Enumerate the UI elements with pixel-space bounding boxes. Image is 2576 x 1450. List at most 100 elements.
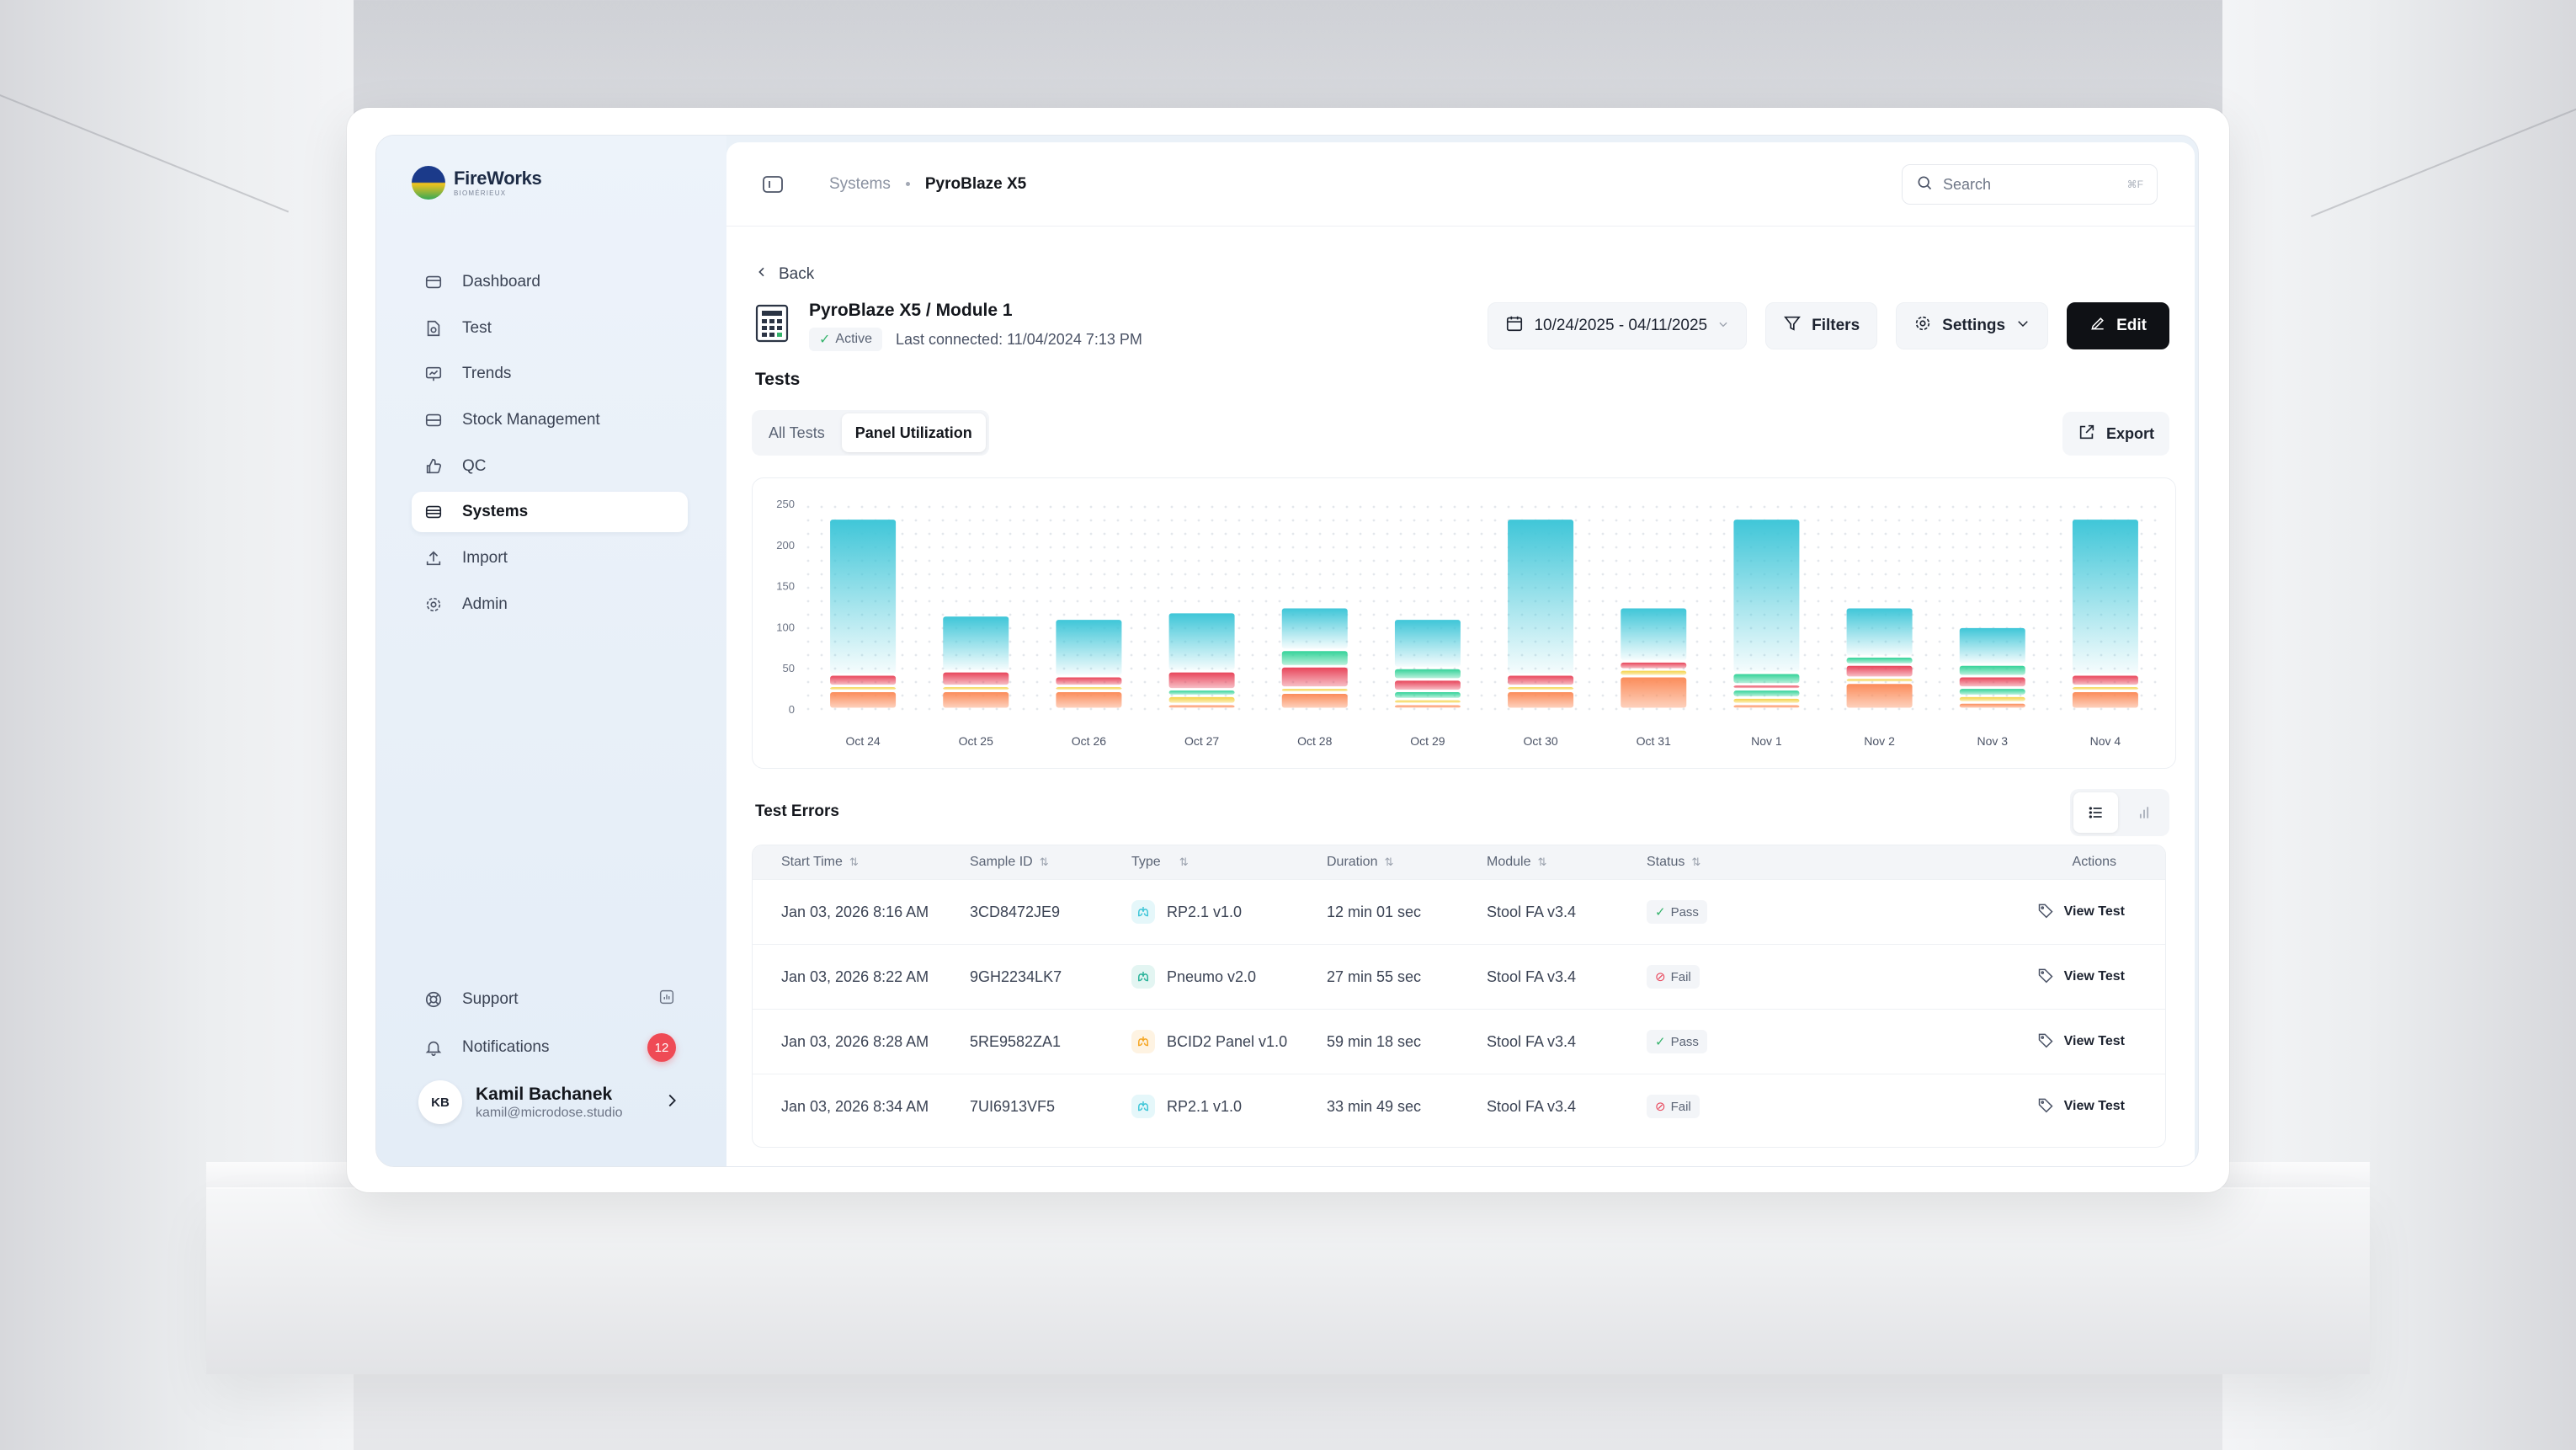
tab-panel-utilization[interactable]: Panel Utilization — [841, 413, 986, 452]
bar-segment[interactable] — [1733, 685, 1800, 689]
view-test-button[interactable]: View Test — [1815, 1032, 2165, 1053]
column-sample-id[interactable]: Sample ID ⇅ — [970, 855, 1131, 870]
bar-segment[interactable] — [1168, 705, 1235, 708]
sidebar-item-test[interactable]: Test — [412, 308, 688, 349]
list-view-icon[interactable] — [2073, 792, 2118, 833]
bar-segment[interactable] — [1394, 692, 1461, 698]
bar-segment[interactable] — [2072, 520, 2138, 674]
module-grid-icon — [755, 304, 789, 344]
chevron-right-icon[interactable] — [663, 1091, 681, 1114]
bar-segment[interactable] — [1733, 690, 1800, 696]
cell-sample-id: 5RE9582ZA1 — [970, 1032, 1062, 1050]
bar-segment[interactable] — [1508, 520, 1574, 674]
bar-segment[interactable] — [2072, 692, 2138, 708]
column-start-time[interactable]: Start Time ⇅ — [753, 855, 970, 870]
bar-segment[interactable] — [1621, 662, 1687, 669]
bar-segment[interactable] — [1281, 693, 1348, 708]
breadcrumb-parent[interactable]: Systems — [829, 174, 891, 193]
brand[interactable]: FireWorks BIOMÉRIEUX — [412, 166, 542, 200]
view-test-button[interactable]: View Test — [1815, 967, 2165, 988]
sidebar-item-qc[interactable]: QC — [412, 446, 688, 487]
bar-segment[interactable] — [943, 687, 1009, 690]
sidebar-item-systems[interactable]: Systems — [412, 492, 688, 533]
bar-segment[interactable] — [1959, 627, 2025, 664]
sidebar-toggle-icon[interactable] — [760, 172, 785, 197]
table-row[interactable]: Jan 03, 2026 8:28 AM 5RE9582ZA1 BCID2 Pane… — [753, 1009, 2165, 1074]
sidebar-item-notifications[interactable]: Notifications 12 — [412, 1026, 688, 1069]
table-row[interactable]: Jan 03, 2026 8:16 AM 3CD8472JE9 RP2.1 v1.0… — [753, 879, 2165, 944]
bar-segment[interactable] — [1056, 692, 1122, 708]
bar-segment[interactable] — [1056, 687, 1122, 690]
bar-segment[interactable] — [1056, 677, 1122, 685]
bar-segment[interactable] — [1394, 705, 1461, 708]
bar-segment[interactable] — [1621, 608, 1687, 660]
bar-segment[interactable] — [1959, 677, 2025, 687]
tab-all-tests[interactable]: All Tests — [769, 424, 825, 441]
user-profile[interactable]: KB Kamil Bachanek kamil@microdose.studio — [412, 1075, 688, 1129]
bar-segment[interactable] — [1959, 689, 2025, 695]
bar-segment[interactable] — [1394, 620, 1461, 667]
bar-segment[interactable] — [1959, 703, 2025, 708]
bar-segment[interactable] — [943, 692, 1009, 708]
bar-segment[interactable] — [1168, 672, 1235, 689]
settings-dropdown[interactable]: Settings — [1896, 302, 2049, 349]
bar-segment[interactable] — [1733, 698, 1800, 703]
bar-segment[interactable] — [1168, 690, 1235, 695]
bar-segment[interactable] — [1846, 608, 1913, 656]
bar-segment[interactable] — [1846, 679, 1913, 682]
view-test-button[interactable]: View Test — [1815, 1096, 2165, 1117]
sidebar-item-dashboard[interactable]: Dashboard — [412, 262, 688, 302]
table-row[interactable]: Jan 03, 2026 8:34 AM 7UI6913VF5 RP2.1 v1.0… — [753, 1074, 2165, 1138]
sidebar-item-admin[interactable]: Admin — [412, 584, 688, 625]
column-duration[interactable]: Duration ⇅ — [1327, 855, 1487, 870]
bar-segment[interactable] — [2072, 675, 2138, 685]
bar-segment[interactable] — [1281, 667, 1348, 687]
bar-segment[interactable] — [830, 520, 897, 674]
edit-button[interactable]: Edit — [2067, 302, 2169, 349]
column-type[interactable]: Type ⇅ — [1131, 855, 1327, 870]
bar-segment[interactable] — [1733, 520, 1800, 672]
back-button[interactable]: Back — [755, 265, 814, 284]
bar-segment[interactable] — [1508, 675, 1574, 685]
bar-segment[interactable] — [1621, 670, 1687, 675]
bar-segment[interactable] — [1168, 613, 1235, 670]
export-button[interactable]: Export — [2062, 412, 2169, 456]
filters-button[interactable]: Filters — [1765, 302, 1878, 349]
bar-segment[interactable] — [1733, 674, 1800, 684]
bar-segment[interactable] — [830, 675, 897, 685]
bar-segment[interactable] — [943, 616, 1009, 670]
bar-segment[interactable] — [1959, 696, 2025, 701]
bar-segment[interactable] — [2072, 687, 2138, 690]
bar-segment[interactable] — [830, 687, 897, 690]
bar-segment[interactable] — [1056, 620, 1122, 675]
date-range-picker[interactable]: 10/24/2025 - 04/11/2025 — [1488, 302, 1748, 349]
column-status[interactable]: Status ⇅ — [1647, 855, 1815, 870]
bar-segment[interactable] — [1281, 651, 1348, 665]
bar-segment[interactable] — [943, 672, 1009, 685]
view-test-button[interactable]: View Test — [1815, 902, 2165, 923]
sidebar-item-stock-management[interactable]: Stock Management — [412, 400, 688, 440]
sidebar-item-support[interactable]: Support — [412, 978, 688, 1021]
bar-segment[interactable] — [1621, 677, 1687, 708]
bar-segment[interactable] — [1281, 608, 1348, 649]
bar-segment[interactable] — [1281, 689, 1348, 691]
bar-segment[interactable] — [1846, 665, 1913, 677]
bar-segment[interactable] — [1508, 692, 1574, 708]
sidebar-item-import[interactable]: Import — [412, 538, 688, 578]
bar-segment[interactable] — [1394, 669, 1461, 679]
bar-segment[interactable] — [1733, 705, 1800, 708]
report-icon[interactable] — [657, 988, 676, 1011]
column-module[interactable]: Module ⇅ — [1487, 855, 1647, 870]
bar-segment[interactable] — [1846, 684, 1913, 708]
sidebar-item-trends[interactable]: Trends — [412, 354, 688, 394]
bar-segment[interactable] — [1846, 658, 1913, 664]
search-input[interactable]: Search ⌘F — [1902, 164, 2158, 205]
bar-segment[interactable] — [830, 692, 897, 708]
bar-segment[interactable] — [1959, 665, 2025, 675]
bar-segment[interactable] — [1508, 687, 1574, 690]
chart-view-icon[interactable] — [2121, 792, 2166, 833]
bar-segment[interactable] — [1168, 696, 1235, 703]
bar-segment[interactable] — [1394, 700, 1461, 703]
table-row[interactable]: Jan 03, 2026 8:22 AM 9GH2234LK7 Pneumo v2.… — [753, 944, 2165, 1009]
bar-segment[interactable] — [1394, 680, 1461, 690]
